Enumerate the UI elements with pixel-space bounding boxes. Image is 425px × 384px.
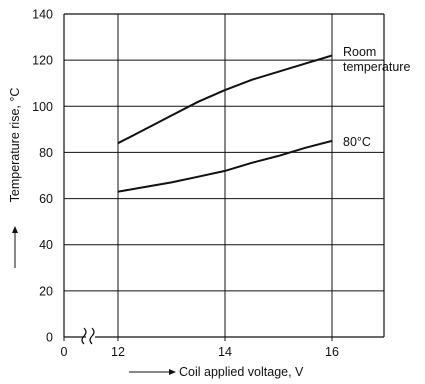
x-tick-label: 12 [111, 345, 125, 359]
y-tick-label: 120 [32, 54, 53, 68]
y-tick-label: 60 [39, 192, 53, 206]
x-axis-arrow-head [169, 369, 176, 375]
series-line [117, 54, 333, 145]
axis-break-mark [81, 327, 87, 345]
tick-labels: 0 20 40 60 80 100 120 140 0 12 14 16 [32, 8, 339, 360]
series-label: Room [343, 45, 376, 59]
x-tick-label: 14 [218, 345, 232, 359]
x-axis-title: Coil applied voltage, V [179, 365, 304, 379]
y-axis-title: Temperature rise, °C [8, 88, 22, 203]
grid [64, 14, 384, 337]
x-tick-label: 0 [61, 345, 68, 359]
y-axis-arrow-head [12, 226, 18, 233]
y-tick-label: 40 [39, 238, 53, 252]
axis-break-mark [89, 327, 95, 345]
series-label: 80°C [343, 135, 371, 149]
y-tick-label: 20 [39, 284, 53, 298]
y-tick-label: 80 [39, 146, 53, 160]
axis-titles: Coil applied voltage, V Temperature rise,… [8, 88, 304, 379]
y-tick-label: 0 [46, 331, 53, 345]
y-tick-label: 140 [32, 8, 53, 22]
series-line [117, 139, 333, 193]
y-tick-label: 100 [32, 100, 53, 114]
series-label: temperature [343, 60, 410, 74]
x-tick-label: 16 [325, 345, 339, 359]
plot-frame [63, 13, 385, 345]
